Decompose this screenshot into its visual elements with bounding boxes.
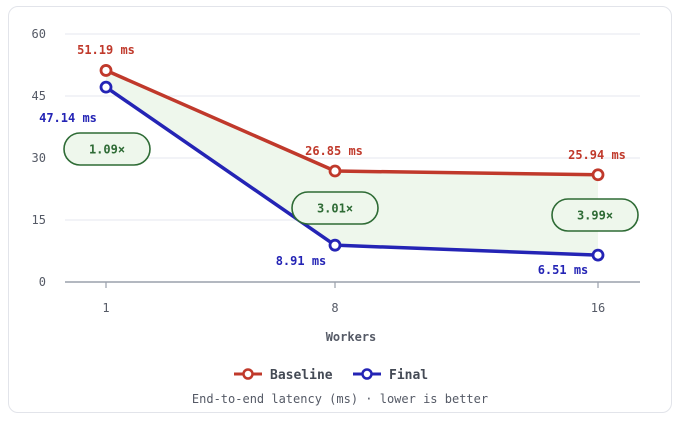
y-tick-labels: 0 15 30 45 60 — [32, 27, 46, 289]
speedup-badge: 3.99× — [552, 199, 638, 231]
speedup-label: 1.09× — [89, 143, 125, 157]
legend-marker-baseline — [244, 370, 253, 379]
gap-fill — [106, 70, 598, 255]
legend-item-final[interactable]: Final — [353, 368, 428, 383]
y-tick-label: 0 — [39, 275, 46, 289]
speedup-label: 3.99× — [577, 209, 613, 223]
x-tick-labels: 1 8 16 — [102, 282, 605, 315]
legend-item-baseline[interactable]: Baseline — [234, 368, 333, 383]
value-label-baseline: 25.94 ms — [568, 148, 626, 162]
legend: Baseline Final — [234, 368, 428, 383]
x-tick-label: 1 — [102, 301, 109, 315]
y-tick-label: 45 — [32, 89, 46, 103]
legend-marker-final — [363, 370, 372, 379]
point-final[interactable] — [593, 250, 603, 260]
y-tick-label: 30 — [32, 151, 46, 165]
chart-caption: End-to-end latency (ms) · lower is bette… — [192, 392, 488, 406]
value-label-final: 47.14 ms — [39, 111, 97, 125]
speedup-label: 3.01× — [317, 202, 353, 216]
y-tick-label: 15 — [32, 213, 46, 227]
point-baseline[interactable] — [101, 65, 111, 75]
value-label-baseline: 26.85 ms — [305, 144, 363, 158]
legend-label-baseline: Baseline — [270, 368, 333, 383]
point-final[interactable] — [330, 240, 340, 250]
point-baseline[interactable] — [330, 166, 340, 176]
speedup-badge: 3.01× — [292, 192, 378, 224]
y-tick-label: 60 — [32, 27, 46, 41]
x-tick-label: 8 — [331, 301, 338, 315]
point-final[interactable] — [101, 82, 111, 92]
legend-label-final: Final — [389, 368, 428, 383]
value-label-final: 6.51 ms — [538, 263, 589, 277]
point-baseline[interactable] — [593, 170, 603, 180]
value-label-baseline: 51.19 ms — [77, 43, 135, 57]
value-label-final: 8.91 ms — [276, 254, 327, 268]
gap-area — [106, 70, 598, 255]
speedup-badge: 1.09× — [64, 133, 150, 165]
x-axis-title: Workers — [326, 330, 377, 344]
x-tick-label: 16 — [591, 301, 605, 315]
